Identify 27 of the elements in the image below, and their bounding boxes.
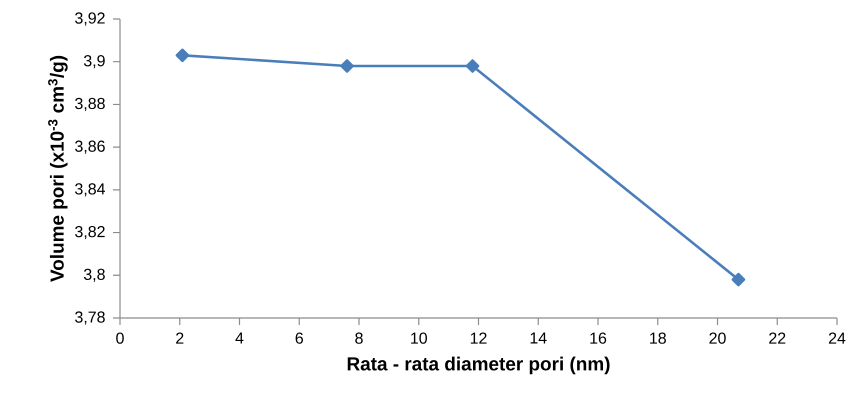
y-tick-label: 3,8	[84, 268, 105, 282]
y-tick-label: 3,88	[75, 98, 105, 111]
x-tick-label: 10	[411, 332, 427, 344]
y-tick-label: 3,9	[84, 55, 105, 68]
point	[466, 59, 480, 73]
x-tick-label: 4	[235, 332, 244, 344]
x-axis-title: Rata - rata diameter pori (nm)	[348, 356, 610, 374]
y-tick-label: 3,82	[75, 226, 105, 240]
x-tick-label: 22	[769, 332, 786, 344]
x-tick-label: 20	[709, 332, 726, 344]
y-axis-title: Volume pori (x10$^{-3}$ cm$^{3}$/g)	[48, 56, 68, 282]
point	[732, 272, 746, 286]
x-tick-label: 18	[650, 332, 666, 344]
x-tick-label: 16	[590, 332, 606, 344]
x-tick-label: 2	[176, 332, 184, 344]
y-tick-label: 3,84	[75, 183, 106, 196]
x-tick-label: 6	[296, 332, 303, 344]
x-tick-label: 24	[828, 332, 846, 344]
y-tick-label: 3,78	[75, 311, 105, 325]
x-tick-label: 12	[470, 332, 487, 344]
y-tick-label: 3,86	[75, 140, 105, 154]
point	[340, 59, 354, 73]
x-tick-label: 14	[530, 332, 547, 344]
y-tick-label: 3,92	[75, 12, 105, 26]
point	[176, 48, 190, 62]
x-tick-label: 0	[116, 332, 124, 344]
x-tick-label: 8	[355, 332, 363, 344]
